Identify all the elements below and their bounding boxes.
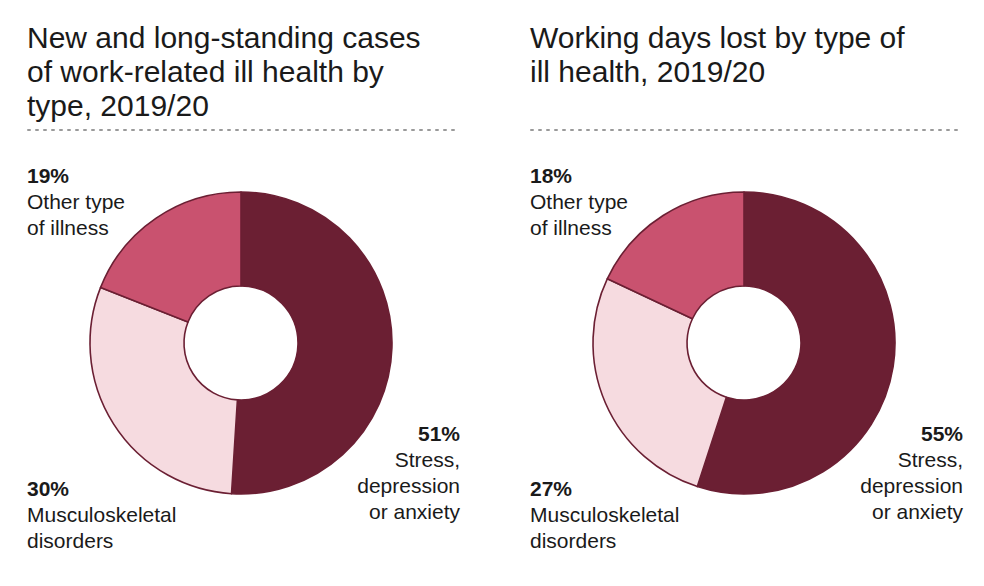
donut-slice [593, 279, 726, 487]
text-line: type, 2019/20 [27, 89, 209, 122]
title-rule [28, 129, 460, 131]
donut-slices [593, 192, 895, 494]
text-line: disorders [530, 529, 616, 552]
slice-label: 27% Musculoskeletal disorders [530, 477, 679, 552]
slice-category: Other type of illness [27, 190, 125, 239]
slice-category: Other type of illness [530, 190, 628, 239]
donut-slice [232, 192, 392, 494]
donut-slice [90, 287, 237, 493]
title-rule [531, 129, 963, 131]
donut-chart: New and long-standing casesof work-relat… [27, 21, 460, 552]
slice-category: Musculoskeletal disorders [27, 503, 176, 552]
text-line: of illness [530, 216, 612, 239]
text-line: New and long-standing cases [27, 21, 421, 54]
text-line: Stress, [898, 448, 963, 471]
slice-label: 30% Musculoskeletal disorders [27, 477, 176, 552]
text-line: Other type [27, 190, 125, 213]
slice-value: 19% [27, 164, 69, 187]
text-line: Stress, [395, 448, 460, 471]
slice-value: 18% [530, 164, 572, 187]
slice-label: 55% Stress, depression or anxiety [860, 422, 963, 523]
slice-value: 55% [921, 422, 963, 445]
text-line: or anxiety [369, 500, 461, 523]
donut-slices [90, 192, 392, 494]
slice-label: 18% Other type of illness [530, 164, 628, 239]
text-line: depression [860, 474, 963, 497]
slice-label: 51% Stress, depression or anxiety [357, 422, 460, 523]
text-line: depression [357, 474, 460, 497]
slice-category: Musculoskeletal disorders [530, 503, 679, 552]
text-line: Musculoskeletal [27, 503, 176, 526]
slice-value: 30% [27, 477, 69, 500]
chart-canvas: New and long-standing casesof work-relat… [0, 0, 984, 586]
chart-title: Working days lost by type ofill health, … [530, 21, 905, 88]
text-line: disorders [27, 529, 113, 552]
text-line: Working days lost by type of [530, 21, 905, 54]
donut-chart: Working days lost by type ofill health, … [530, 21, 963, 552]
text-line: or anxiety [872, 500, 964, 523]
slice-value: 27% [530, 477, 572, 500]
slice-value: 51% [418, 422, 460, 445]
slice-category: Stress, depression or anxiety [860, 448, 963, 523]
slice-label: 19% Other type of illness [27, 164, 125, 239]
chart-title: New and long-standing casesof work-relat… [27, 21, 421, 122]
text-line: of work-related ill health by [27, 55, 384, 88]
text-line: of illness [27, 216, 109, 239]
text-line: ill health, 2019/20 [530, 55, 765, 88]
text-line: Musculoskeletal [530, 503, 679, 526]
text-line: Other type [530, 190, 628, 213]
slice-category: Stress, depression or anxiety [357, 448, 460, 523]
